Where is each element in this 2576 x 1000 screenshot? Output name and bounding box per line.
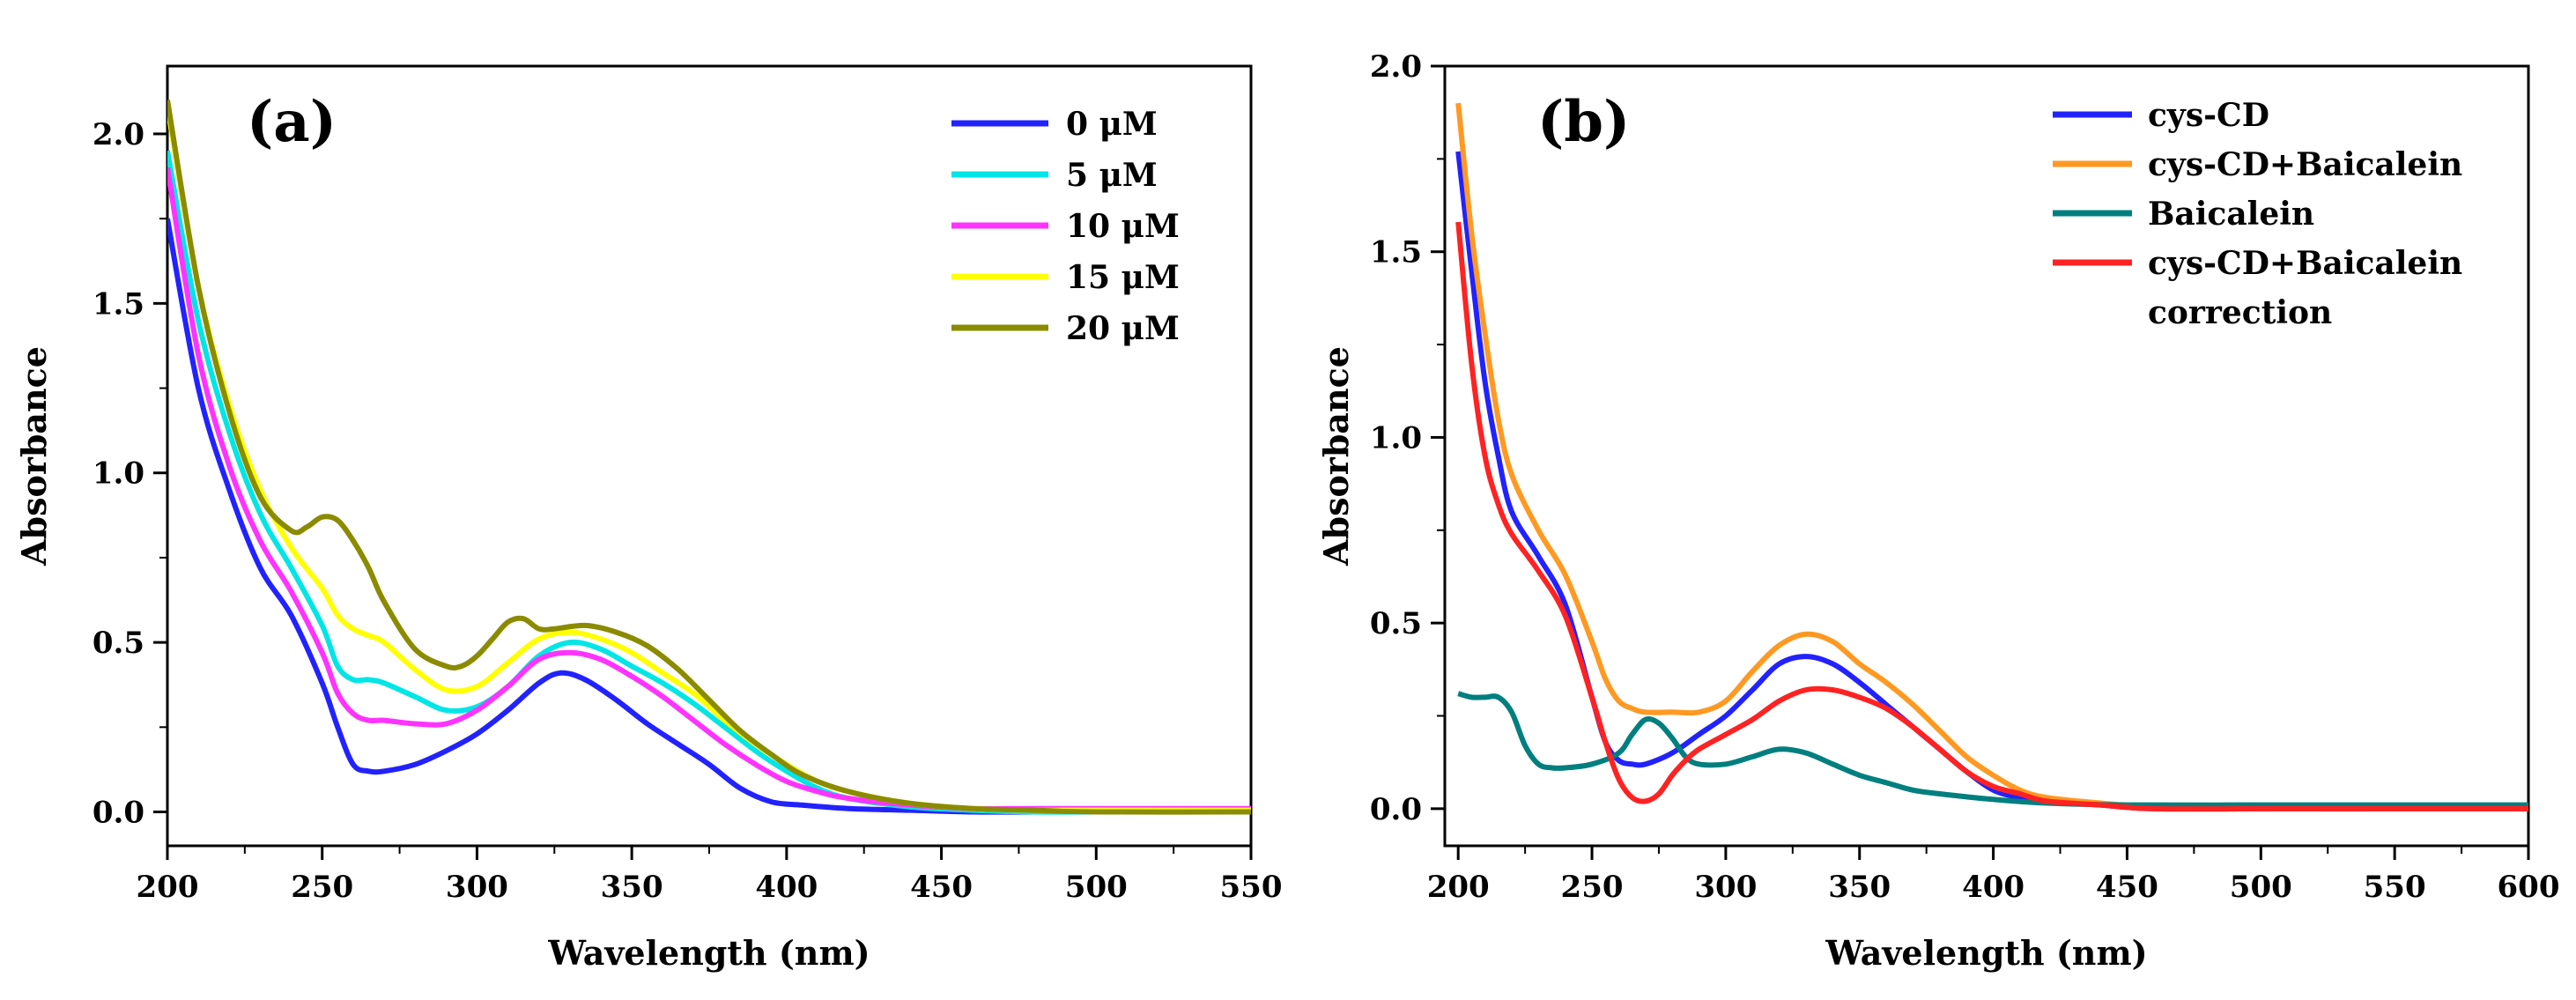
y-tick-label: 1.5 — [93, 286, 144, 322]
series-line-1 — [167, 150, 1251, 815]
x-tick-label: 200 — [137, 870, 199, 905]
series-line-2 — [167, 167, 1251, 811]
series-line-1 — [1455, 102, 2528, 812]
x-tick-label: 450 — [910, 870, 973, 905]
x-tick-label: 500 — [1065, 870, 1128, 905]
y-tick-label: 1.0 — [93, 456, 144, 492]
chart-panel-1: 200 250 300 350 400 450 500 550 600 0.0 0.5 1.0 1.5 2… — [1316, 49, 2559, 973]
y-tick-label: 0.5 — [1370, 606, 1422, 641]
x-tick-label: 500 — [2230, 870, 2292, 905]
x-tick-label: 400 — [1962, 870, 2025, 905]
series-line-4 — [167, 100, 1251, 815]
panel-label: (b) — [1537, 89, 1630, 155]
x-tick-label: 450 — [2096, 870, 2158, 905]
legend-label-0: cys-CD — [2148, 97, 2269, 134]
x-tick-label: 250 — [291, 870, 353, 905]
x-tick-label: 550 — [1220, 870, 1283, 905]
legend-label-1: 5 μM — [1066, 157, 1158, 194]
plot-frame — [1443, 64, 2530, 848]
y-axis-title: Absorbance — [1316, 346, 1356, 567]
x-tick-label: 350 — [1828, 870, 1891, 905]
legend-label-2: Baicalein — [2148, 196, 2314, 233]
chart-panel-0: 200 250 300 350 400 450 500 550 0.0 0.5 1.0 1.5 2.0 W… — [14, 64, 1283, 973]
legend-label-3: cys-CD+Baicalein correction — [2148, 245, 2462, 331]
series-line-3 — [1455, 221, 2528, 812]
y-tick-label: 0.0 — [93, 796, 144, 831]
x-axis-title: Wavelength (nm) — [547, 933, 870, 973]
legend: 0 μM 5 μM 10 μM 15 μM 20 μM — [951, 106, 1180, 347]
legend-label-3: 15 μM — [1066, 259, 1180, 296]
x-tick-label: 200 — [1427, 870, 1490, 905]
y-tick-label: 2.0 — [93, 117, 144, 152]
x-tick-label: 350 — [601, 870, 663, 905]
legend-label-1: cys-CD+Baicalein — [2148, 146, 2462, 183]
legend-label-2: 10 μM — [1066, 208, 1180, 245]
x-tick-label: 550 — [2364, 870, 2426, 905]
y-tick-label: 1.5 — [1370, 235, 1422, 270]
x-tick-label: 300 — [446, 870, 508, 905]
x-tick-label: 600 — [2498, 870, 2560, 905]
legend-label-0: 0 μM — [1066, 106, 1158, 143]
x-axis-title: Wavelength (nm) — [1825, 933, 2147, 973]
x-tick-label: 250 — [1561, 870, 1624, 905]
y-tick-label: 0.0 — [1370, 792, 1422, 827]
series-line-0 — [167, 218, 1251, 815]
legend: cys-CD cys-CD+Baicalein Baicalein cys-CD+Ba… — [2053, 97, 2462, 331]
x-tick-label: 300 — [1694, 870, 1757, 905]
y-tick-label: 2.0 — [1370, 49, 1422, 85]
y-axis-title: Absorbance — [14, 346, 54, 567]
x-tick-label: 400 — [755, 870, 818, 905]
y-tick-label: 1.0 — [1370, 420, 1422, 456]
panel-label: (a) — [247, 89, 337, 155]
y-tick-label: 0.5 — [93, 626, 144, 661]
legend-label-4: 20 μM — [1066, 310, 1180, 347]
